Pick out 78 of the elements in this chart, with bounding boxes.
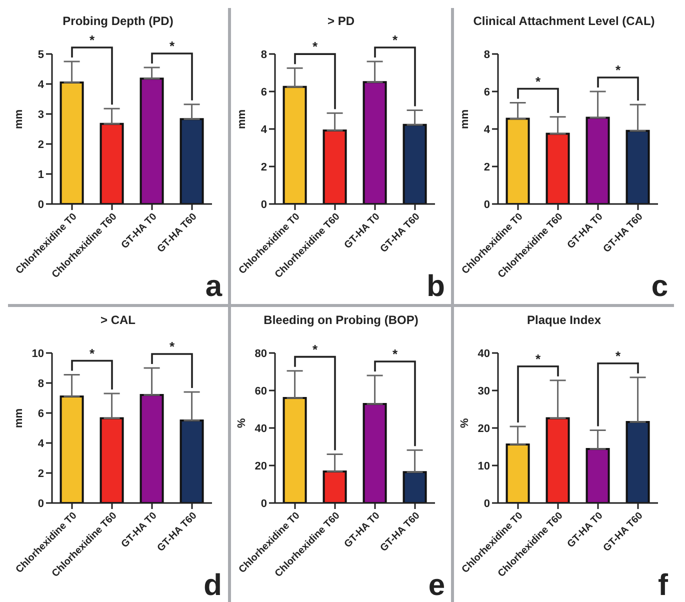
bar: [586, 116, 610, 204]
chart-title: Clinical Attachment Level (CAL): [472, 14, 656, 28]
y-tick-label: 2: [484, 161, 490, 174]
annotation: *: [89, 346, 96, 361]
text: f: [658, 569, 668, 602]
y-tick-label: 2: [38, 138, 44, 151]
bar: [402, 124, 427, 204]
y-tick-label: 0: [38, 498, 44, 510]
y-tick-label: 0: [484, 198, 490, 211]
y-tick-label: 80: [254, 348, 267, 360]
y-tick-label: 40: [254, 422, 267, 435]
chart-title: Probing Depth (PD): [62, 14, 174, 28]
y-tick-label: 0: [260, 198, 267, 211]
annotation: *: [392, 346, 398, 362]
annotation: *: [615, 348, 622, 364]
y-tick-label: 8: [484, 48, 490, 61]
y-tick-label: 6: [38, 408, 44, 420]
annotation: *: [535, 351, 542, 366]
text: a: [205, 270, 222, 303]
bar: [626, 130, 650, 204]
y-tick-label: 1: [38, 168, 44, 181]
annotation: *: [169, 339, 176, 354]
y-tick-label: 4: [38, 438, 45, 450]
y-tick-label: 0: [38, 198, 44, 211]
bar: [322, 470, 347, 503]
bar: [322, 130, 347, 204]
y-tick-label: 60: [254, 385, 267, 398]
text: *: [169, 38, 176, 54]
y-axis-title: %: [458, 418, 471, 428]
y-tick-label: 10: [478, 460, 490, 472]
y-axis-title: mm: [236, 109, 248, 129]
bar: [140, 394, 164, 503]
chart-title: Plaque Index: [526, 313, 602, 327]
y-tick-label: 8: [260, 48, 267, 61]
y-tick-label: 2: [260, 161, 267, 174]
text: b: [426, 270, 445, 303]
bar: [586, 448, 610, 503]
y-tick-label: 40: [478, 348, 490, 360]
text: *: [89, 32, 96, 48]
y-tick-label: 4: [260, 124, 268, 136]
bar: [180, 420, 204, 503]
y-tick-label: 5: [38, 48, 44, 61]
bar: [546, 132, 570, 204]
chart-title: > PD: [326, 14, 356, 28]
y-axis-title: mm: [12, 408, 25, 428]
bar: [60, 396, 84, 503]
y-tick-label: 6: [260, 86, 267, 98]
y-axis-title: mm: [458, 109, 471, 129]
bar: [100, 122, 124, 204]
bar: [100, 417, 124, 503]
y-tick-label: 20: [254, 460, 267, 472]
annotation: *: [312, 39, 318, 54]
bar: [506, 444, 530, 503]
bar: [402, 471, 427, 503]
y-tick-label: 0: [260, 498, 267, 510]
text: e: [428, 569, 445, 602]
y-tick-label: 3: [38, 108, 44, 121]
annotation: *: [535, 74, 542, 89]
y-tick-label: 8: [38, 378, 44, 390]
y-axis-title: mm: [12, 109, 25, 129]
y-tick-label: 4: [484, 124, 491, 136]
chart-title: > CAL: [99, 313, 136, 327]
y-tick-label: 4: [38, 78, 45, 91]
bar: [180, 118, 204, 204]
y-tick-label: 10: [32, 348, 44, 360]
y-tick-label: 30: [478, 385, 490, 398]
y-axis-title: %: [236, 418, 248, 428]
y-tick-label: 2: [38, 468, 44, 480]
bar: [506, 118, 530, 204]
text: c: [651, 270, 668, 303]
text: *: [392, 32, 398, 48]
y-tick-label: 0: [484, 498, 490, 510]
chart-title: Bleeding on Probing (BOP): [262, 313, 420, 327]
y-tick-label: 20: [478, 422, 490, 435]
annotation: *: [615, 62, 622, 78]
y-tick-label: 6: [484, 86, 490, 98]
text: d: [204, 569, 222, 602]
annotation: *: [312, 342, 318, 357]
